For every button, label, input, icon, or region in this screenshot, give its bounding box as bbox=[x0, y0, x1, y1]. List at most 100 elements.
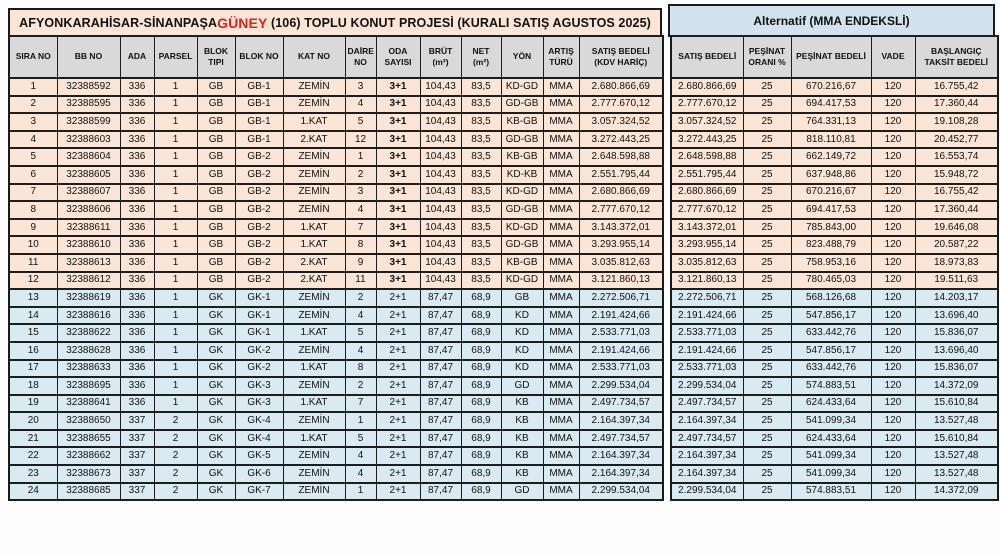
cell-net-m2: 83,5 bbox=[460, 235, 502, 255]
table-row: 2.299.534,04 25 574.883,51 120 14.372,09 bbox=[670, 481, 999, 502]
cell-artis-turu: MMA bbox=[542, 129, 580, 150]
cell-blok-no: GB-2 bbox=[234, 200, 284, 220]
cell-daire-no: 4 bbox=[344, 200, 377, 220]
cell-brut-m2: 104,43 bbox=[419, 129, 462, 150]
cell-oda-sayisi: 3+1 bbox=[375, 182, 421, 203]
cell-satis-bedeli: 3.293.955,14 bbox=[670, 235, 744, 255]
cell-daire-no: 4 bbox=[344, 340, 377, 361]
cell-artis-turu: MMA bbox=[542, 112, 580, 132]
cell-blok-tipi: GK bbox=[196, 305, 236, 326]
cell-brut-m2: 87,47 bbox=[419, 446, 462, 467]
cell-blok-tipi: GB bbox=[196, 200, 236, 220]
cell-daire-no: 3 bbox=[344, 77, 377, 97]
cell-yon: KB bbox=[500, 464, 544, 484]
cell-vade: 120 bbox=[870, 129, 916, 150]
cell-ada: 337 bbox=[119, 428, 155, 449]
cell-blok-tipi: GK bbox=[196, 428, 236, 449]
cell-oda-sayisi: 3+1 bbox=[375, 217, 421, 238]
cell-net-m2: 83,5 bbox=[460, 270, 502, 291]
project-title: AFYONKARAHİSAR-SİNANPAŞA GÜNEY (106) TOPL… bbox=[8, 8, 662, 37]
cell-baslangic-taksit-bedeli: 14.203,17 bbox=[914, 288, 999, 308]
cell-daire-no: 3 bbox=[344, 182, 377, 203]
cell-pesinat-bedeli: 547.856,17 bbox=[790, 305, 872, 326]
cell-blok-tipi: GK bbox=[196, 393, 236, 414]
cell-daire-no: 1 bbox=[344, 411, 377, 431]
cell-yon: GD-GB bbox=[500, 129, 544, 150]
table-row: 23 32388673 337 2 GK GK-6 ZEMİN 4 2+1 87,47 68,9 KB… bbox=[8, 464, 664, 484]
cell-yon: GD bbox=[500, 481, 544, 502]
cell-blok-no: GK-2 bbox=[234, 358, 284, 379]
cell-net-m2: 68,9 bbox=[460, 323, 502, 343]
cell-sira-no: 15 bbox=[8, 323, 58, 343]
cell-pesinat-orani: 25 bbox=[742, 200, 792, 220]
cell-vade: 120 bbox=[870, 112, 916, 132]
cell-blok-no: GB-2 bbox=[234, 147, 284, 167]
cell-brut-m2: 104,43 bbox=[419, 200, 462, 220]
cell-artis-turu: MMA bbox=[542, 446, 580, 467]
cell-daire-no: 7 bbox=[344, 393, 377, 414]
cell-bb-no: 32388628 bbox=[56, 340, 121, 361]
cell-pesinat-bedeli: 694.417,53 bbox=[790, 200, 872, 220]
table-row: 2.164.397,34 25 541.099,34 120 13.527,48 bbox=[670, 446, 999, 467]
cell-parsel: 1 bbox=[153, 147, 198, 167]
cell-net-m2: 83,5 bbox=[460, 200, 502, 220]
cell-satis-bedeli: 2.533.771,03 bbox=[670, 323, 744, 343]
alternative-header: Alternatif (MMA ENDEKSLİ) bbox=[668, 4, 995, 37]
cell-yon: KB bbox=[500, 411, 544, 431]
cell-pesinat-orani: 25 bbox=[742, 464, 792, 484]
cell-satis-bedeli-kdv-haric: 2.299.534,04 bbox=[578, 376, 664, 396]
cell-ada: 337 bbox=[119, 411, 155, 431]
cell-yon: KD-KB bbox=[500, 164, 544, 185]
cell-pesinat-bedeli: 574.883,51 bbox=[790, 376, 872, 396]
cell-artis-turu: MMA bbox=[542, 147, 580, 167]
cell-blok-no: GK-3 bbox=[234, 376, 284, 396]
cell-pesinat-orani: 25 bbox=[742, 323, 792, 343]
cell-baslangic-taksit-bedeli: 15.948,72 bbox=[914, 164, 999, 185]
cell-pesinat-orani: 25 bbox=[742, 288, 792, 308]
cell-blok-tipi: GB bbox=[196, 252, 236, 273]
cell-baslangic-taksit-bedeli: 19.108,28 bbox=[914, 112, 999, 132]
cell-pesinat-bedeli: 780.465,03 bbox=[790, 270, 872, 291]
cell-net-m2: 83,5 bbox=[460, 217, 502, 238]
cell-vade: 120 bbox=[870, 358, 916, 379]
table-row: 2.777.670,12 25 694.417,53 120 17.360,44 bbox=[670, 200, 999, 220]
cell-artis-turu: MMA bbox=[542, 393, 580, 414]
table-row: 2.191.424,66 25 547.856,17 120 13.696,40 bbox=[670, 305, 999, 326]
cell-baslangic-taksit-bedeli: 13.696,40 bbox=[914, 340, 999, 361]
cell-blok-tipi: GB bbox=[196, 77, 236, 97]
cell-yon: KB bbox=[500, 393, 544, 414]
cell-sira-no: 12 bbox=[8, 270, 58, 291]
table-row: 3.143.372,01 25 785.843,00 120 19.646,08 bbox=[670, 217, 999, 238]
cell-baslangic-taksit-bedeli: 17.360,44 bbox=[914, 200, 999, 220]
cell-pesinat-bedeli: 758.953,16 bbox=[790, 252, 872, 273]
cell-pesinat-orani: 25 bbox=[742, 217, 792, 238]
cell-yon: KD-GD bbox=[500, 270, 544, 291]
cell-bb-no: 32388612 bbox=[56, 270, 121, 291]
cell-oda-sayisi: 3+1 bbox=[375, 129, 421, 150]
cell-satis-bedeli: 2.497.734,57 bbox=[670, 428, 744, 449]
cell-blok-tipi: GB bbox=[196, 147, 236, 167]
cell-pesinat-bedeli: 574.883,51 bbox=[790, 481, 872, 502]
cell-blok-tipi: GK bbox=[196, 481, 236, 502]
cell-bb-no: 32388650 bbox=[56, 411, 121, 431]
cell-net-m2: 68,9 bbox=[460, 288, 502, 308]
cell-bb-no: 32388604 bbox=[56, 147, 121, 167]
cell-baslangic-taksit-bedeli: 16.553,74 bbox=[914, 147, 999, 167]
cell-yon: KB-GB bbox=[500, 147, 544, 167]
cell-pesinat-orani: 25 bbox=[742, 129, 792, 150]
cell-satis-bedeli: 2.164.397,34 bbox=[670, 464, 744, 484]
cell-vade: 120 bbox=[870, 94, 916, 115]
cell-net-m2: 68,9 bbox=[460, 340, 502, 361]
cell-vade: 120 bbox=[870, 411, 916, 431]
cell-satis-bedeli: 2.164.397,34 bbox=[670, 446, 744, 467]
cell-pesinat-orani: 25 bbox=[742, 428, 792, 449]
cell-ada: 336 bbox=[119, 147, 155, 167]
cell-oda-sayisi: 3+1 bbox=[375, 77, 421, 97]
cell-parsel: 2 bbox=[153, 411, 198, 431]
cell-net-m2: 83,5 bbox=[460, 77, 502, 97]
cell-brut-m2: 104,43 bbox=[419, 217, 462, 238]
cell-oda-sayisi: 3+1 bbox=[375, 94, 421, 115]
cell-pesinat-orani: 25 bbox=[742, 305, 792, 326]
cell-kat-no: ZEMİN bbox=[282, 200, 346, 220]
cell-kat-no: 1.KAT bbox=[282, 323, 346, 343]
